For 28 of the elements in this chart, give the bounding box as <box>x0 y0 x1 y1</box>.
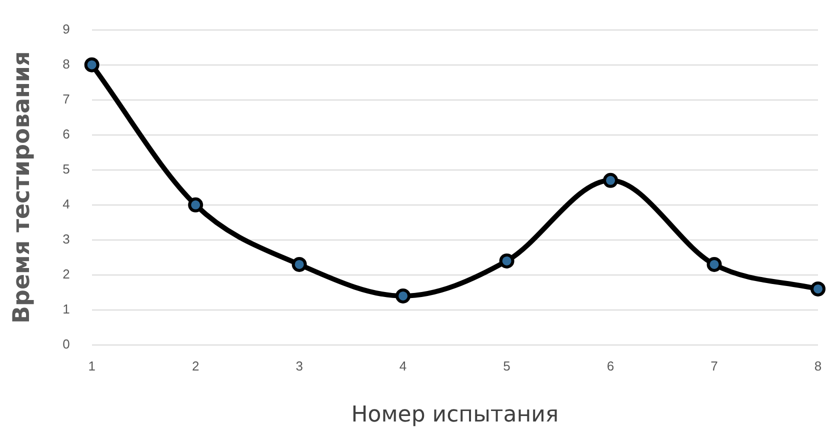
x-tick-label: 3 <box>296 358 303 374</box>
x-tick-label: 6 <box>606 358 614 374</box>
y-tick-label: 8 <box>62 56 70 72</box>
point <box>810 281 826 296</box>
x-tick-label: 8 <box>814 358 822 374</box>
y-axis-title: Время тестирования <box>8 51 35 324</box>
point <box>499 253 514 268</box>
x-tick-label: 4 <box>399 358 407 374</box>
x-tick-label: 1 <box>88 358 96 374</box>
point <box>603 172 618 188</box>
x-tick-label: 2 <box>192 358 200 374</box>
point <box>188 197 204 212</box>
x-axis-title: Номер испытания <box>351 402 559 428</box>
y-tick-label: 4 <box>62 196 70 212</box>
point <box>706 256 722 272</box>
point <box>396 288 411 304</box>
y-tick-label: 7 <box>62 91 70 106</box>
y-tick-label: 9 <box>62 21 70 36</box>
y-tick-label: 2 <box>62 266 70 282</box>
y-tick-label: 3 <box>62 232 70 247</box>
y-tick-label: 0 <box>62 336 70 352</box>
y-tick-label: 6 <box>62 126 70 142</box>
y-tick-label: 5 <box>62 161 70 176</box>
x-tick-label: 7 <box>710 358 718 374</box>
point <box>292 256 307 272</box>
x-tick-label: 5 <box>503 358 510 374</box>
point <box>84 57 100 72</box>
y-tick-label: 1 <box>62 302 70 317</box>
